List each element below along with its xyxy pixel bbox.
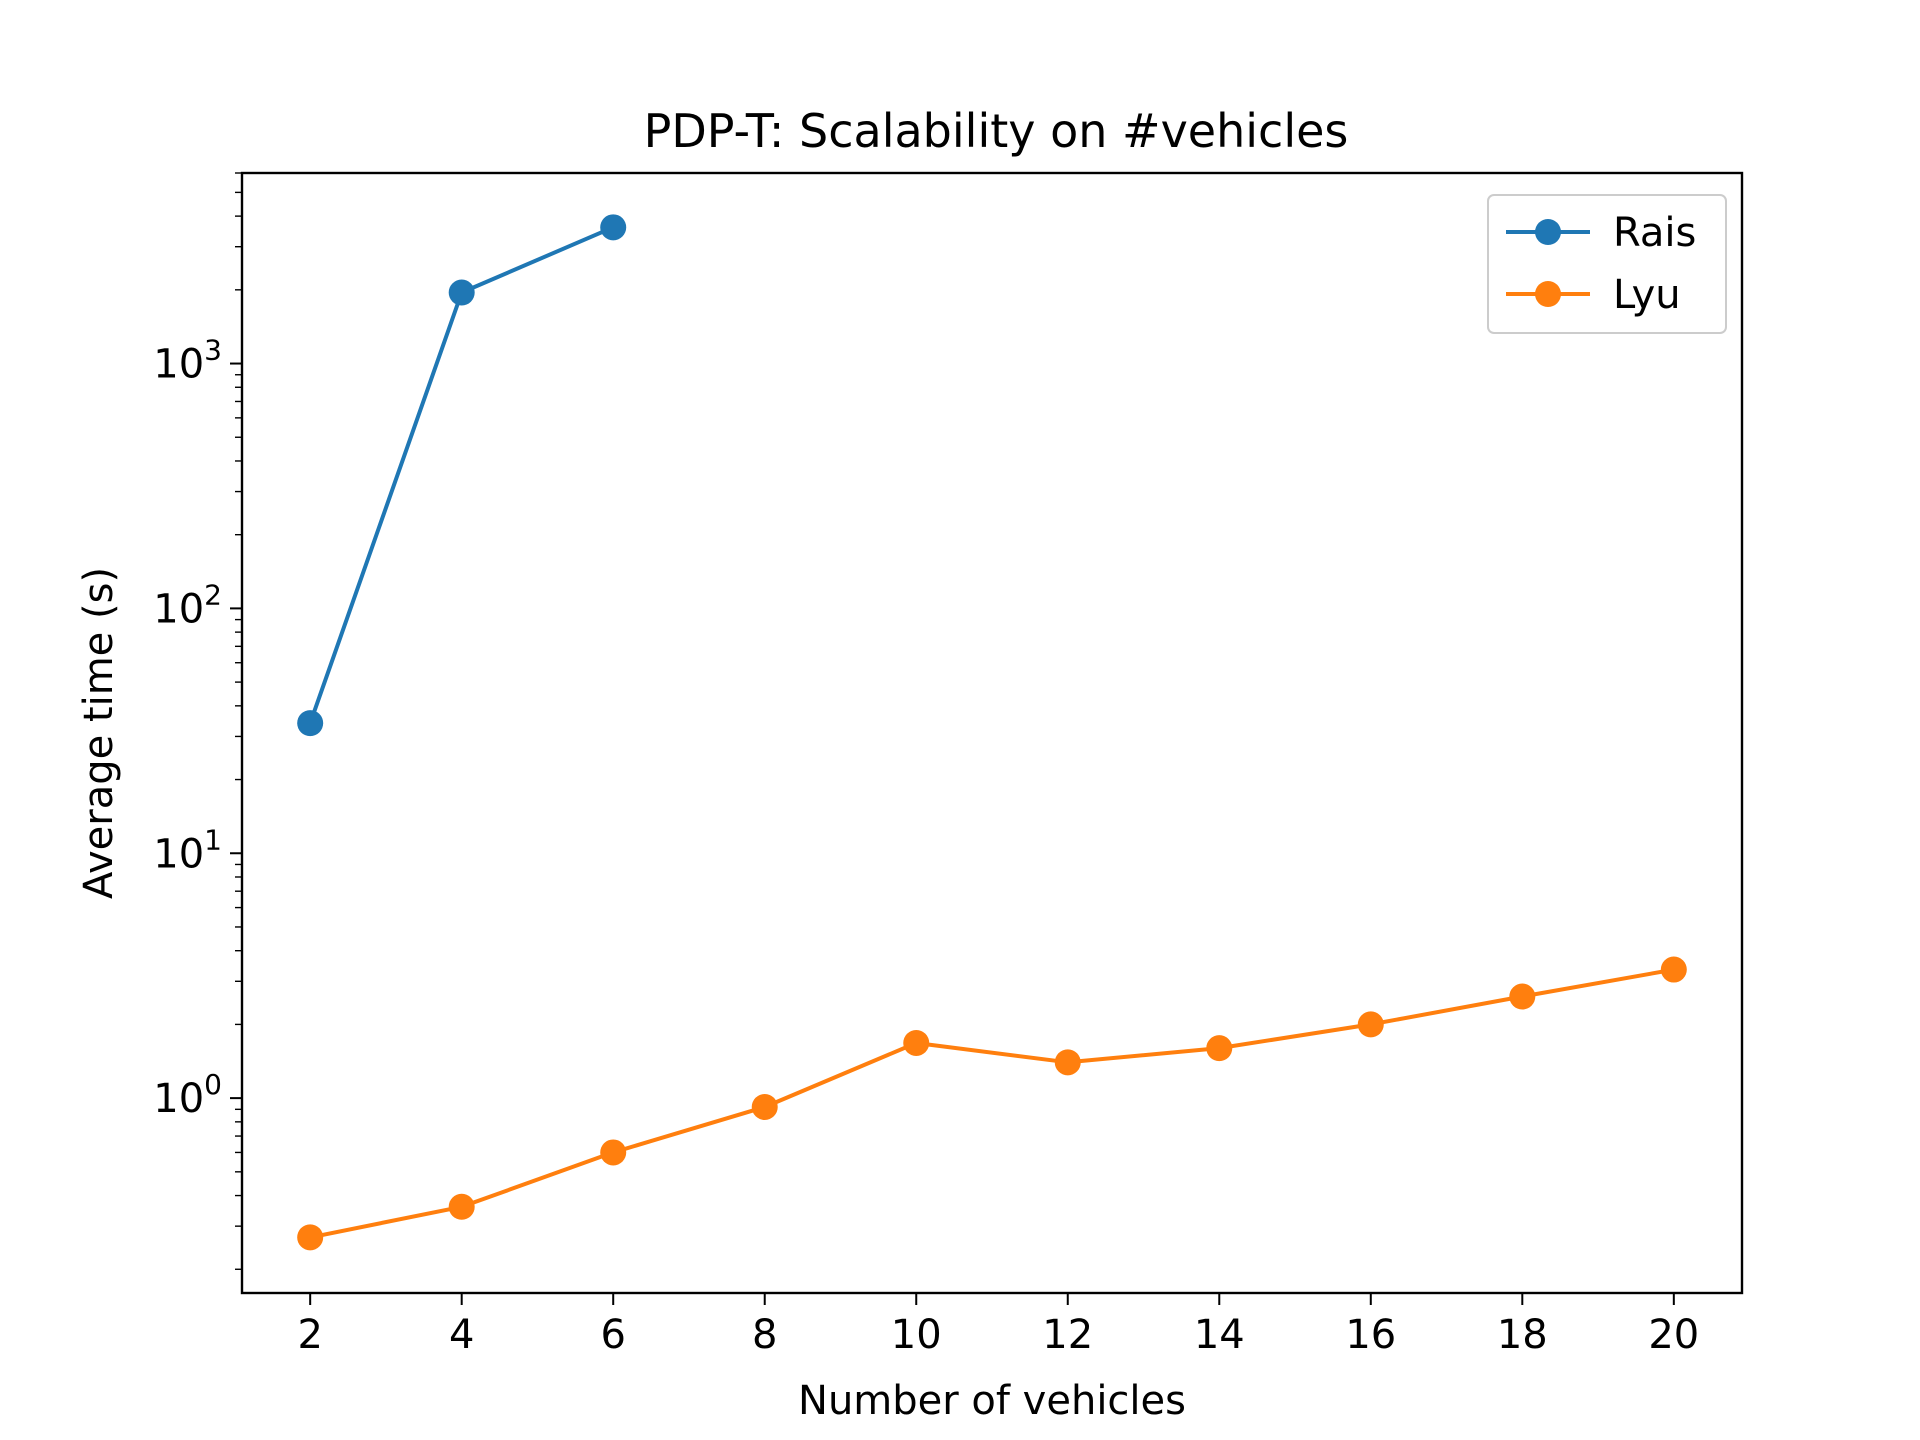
- data-point-lyu: [751, 1093, 778, 1120]
- x-tick-label: 18: [1497, 1312, 1548, 1358]
- plot-layer: 2 4 6 8 10 12 14 16 18 20 100 101 102 103: [153, 172, 1699, 1358]
- data-point-lyu: [1054, 1049, 1081, 1076]
- x-tick-label: 14: [1194, 1312, 1245, 1358]
- y-tick-label: 100: [153, 1068, 222, 1122]
- series-line-lyu: [309, 967, 1675, 1240]
- y-tick-label: 102: [153, 578, 222, 632]
- data-point-rais: [600, 214, 627, 241]
- data-point-lyu: [1206, 1035, 1233, 1062]
- legend-marker-rais: [1535, 219, 1561, 245]
- data-point-lyu: [448, 1193, 475, 1220]
- y-axis-label: Average time (s): [76, 567, 122, 899]
- legend: Rais Lyu: [1487, 194, 1727, 334]
- data-point-lyu: [600, 1139, 627, 1166]
- legend-marker-lyu: [1535, 281, 1561, 307]
- data-point-lyu: [1660, 956, 1687, 983]
- data-point-rais: [448, 279, 475, 306]
- x-tick-label: 12: [1042, 1312, 1093, 1358]
- x-tick-label: 16: [1345, 1312, 1396, 1358]
- legend-label-rais: Rais: [1613, 210, 1696, 256]
- legend-label-lyu: Lyu: [1613, 272, 1681, 318]
- data-point-lyu: [1509, 983, 1536, 1010]
- data-point-lyu: [297, 1224, 324, 1251]
- y-tick-label: 103: [153, 334, 222, 388]
- x-tick-label: 10: [891, 1312, 942, 1358]
- x-tick-label: 2: [297, 1312, 322, 1358]
- x-tick-label: 8: [752, 1312, 777, 1358]
- data-point-lyu: [903, 1029, 930, 1056]
- y-tick-label: 101: [153, 823, 222, 877]
- chart-title: PDP-T: Scalability on #vehicles: [644, 104, 1349, 158]
- x-tick-label: 6: [600, 1312, 625, 1358]
- x-tick-label: 4: [449, 1312, 474, 1358]
- data-point-lyu: [1357, 1011, 1384, 1038]
- plot-frame: [240, 171, 1744, 1295]
- data-point-rais: [297, 710, 324, 737]
- x-axis-label: Number of vehicles: [798, 1378, 1186, 1424]
- x-tick-label: 20: [1648, 1312, 1699, 1358]
